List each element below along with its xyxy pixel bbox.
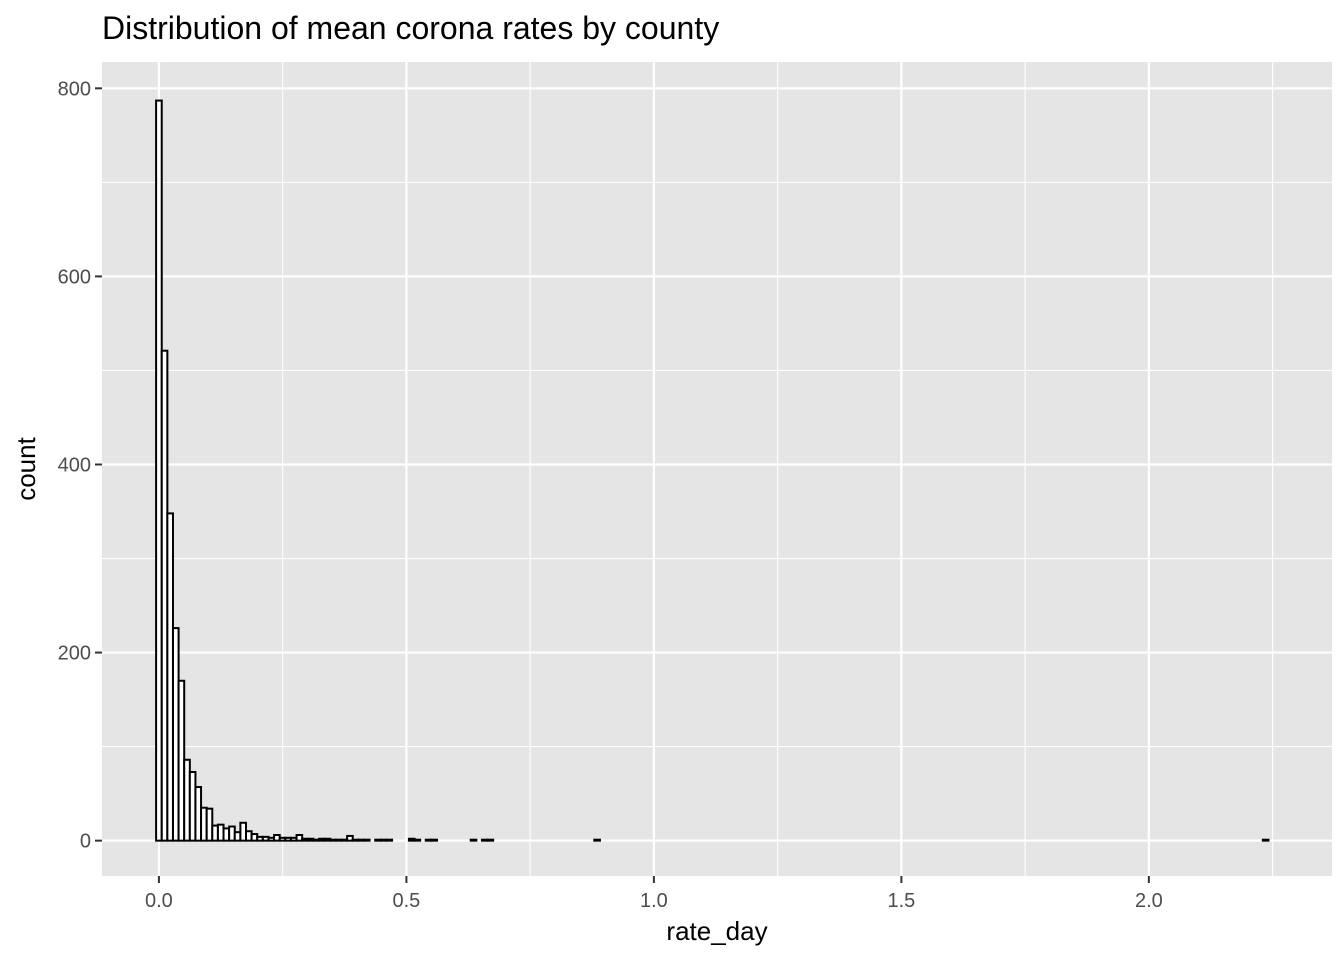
x-tick-label: 1.0 [640,890,668,912]
y-tick-label: 800 [58,78,91,100]
x-axis: 0.0 0.5 1.0 1.5 2.0 [145,876,1163,912]
y-axis-title: count [11,436,41,500]
x-axis-title: rate_day [666,916,767,946]
histogram-bar [346,834,354,842]
minor-gridlines [102,62,1332,876]
y-tick-label: 200 [58,643,91,665]
x-tick-label: 0.5 [393,890,421,912]
x-tick-label: 2.0 [1135,890,1163,912]
y-tick-label: 0 [80,831,91,853]
histogram-bar [362,838,371,842]
x-tick-label: 1.5 [887,890,915,912]
histogram-bar [385,838,394,842]
chart-title: Distribution of mean corona rates by cou… [102,10,719,46]
y-tick-label: 600 [58,266,91,288]
y-axis: 0 200 400 600 800 [58,78,102,853]
histogram-bar [486,838,495,842]
major-gridlines [102,62,1332,876]
x-tick-label: 0.0 [145,890,173,912]
plot-panel [102,62,1332,876]
y-tick-label: 400 [58,454,91,476]
histogram-bar [1261,838,1270,842]
histogram-bar [593,838,601,842]
histogram-bar [430,838,439,842]
histogram-bars [155,99,1270,842]
histogram-bar [469,838,478,842]
histogram-bar [413,838,422,842]
